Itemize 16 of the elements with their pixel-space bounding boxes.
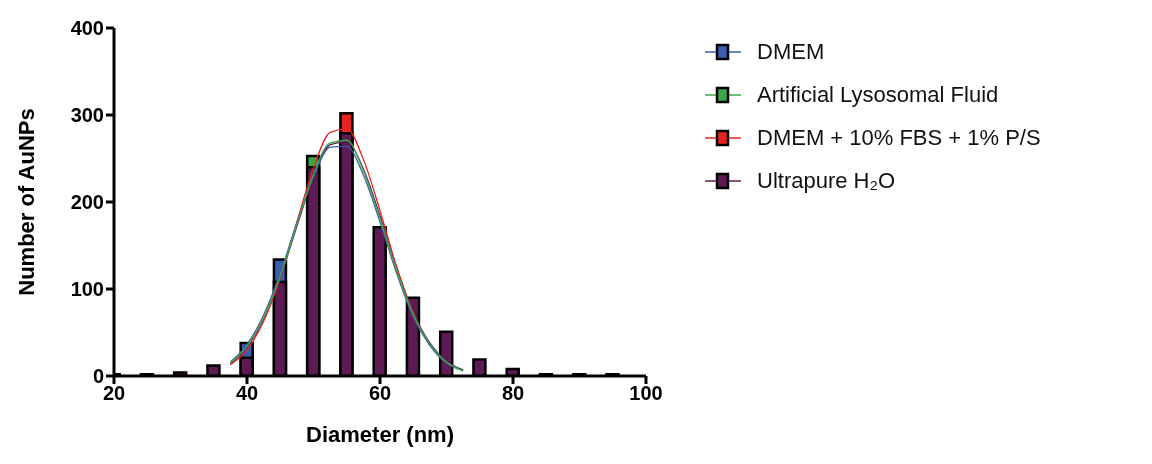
x-tick-label: 40 <box>235 382 259 405</box>
x-tick-label: 60 <box>368 382 392 405</box>
x-axis-title: Diameter (nm) <box>306 422 454 447</box>
y-axis-title: Number of AuNPs <box>13 108 39 296</box>
y-tick-label: 100 <box>70 278 104 301</box>
y-tick-label: 400 <box>70 17 104 40</box>
legend-label: DMEM <box>757 38 825 65</box>
y-tick-label: 200 <box>70 191 104 214</box>
y-tick-label: 300 <box>70 104 104 127</box>
x-tick-label: 80 <box>501 382 525 405</box>
x-tick-label: 20 <box>102 382 126 405</box>
y-tick-label: 0 <box>92 365 104 388</box>
legend-label: DMEM + 10% FBS + 1% P/S <box>757 124 1041 151</box>
legend-label: Artificial Lysosomal Fluid <box>757 81 999 108</box>
legend-label: Ultrapure H₂O <box>757 167 896 194</box>
x-tick-label: 100 <box>629 382 663 405</box>
